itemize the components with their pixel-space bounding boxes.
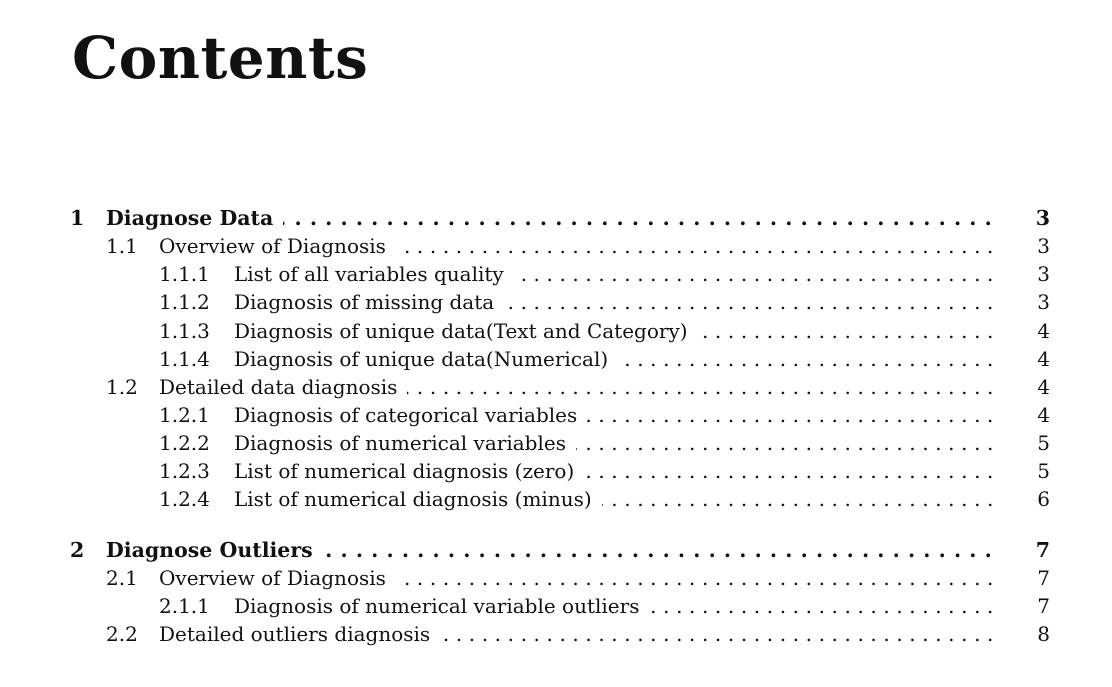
- toc-entry-section-1-2[interactable]: 1.2 Detailed data diagnosis ............…: [0, 374, 1112, 400]
- toc-entry-number: 2.1.1: [159, 594, 210, 618]
- toc-entry-title: Diagnosis of unique data(Numerical): [234, 346, 613, 372]
- toc-entry-number: 1.1.2: [159, 290, 210, 314]
- toc-entry-page: 4: [1037, 403, 1050, 427]
- toc-entry-section-1-1[interactable]: 1.1 Overview of Diagnosis ..............…: [0, 233, 1112, 259]
- page-title: Contents: [72, 24, 369, 92]
- toc-entry-page: 3: [1037, 262, 1050, 286]
- toc-entry-section-2-2[interactable]: 2.2 Detailed outliers diagnosis ........…: [0, 621, 1112, 647]
- toc-entry-number: 1.2.1: [159, 403, 210, 427]
- toc-entry-number: 1: [70, 206, 85, 230]
- toc-entry-title: Detailed data diagnosis: [159, 374, 402, 400]
- toc-entry-number: 1.2.2: [159, 431, 210, 455]
- toc-entry-subsection-1-1-4[interactable]: 1.1.4 Diagnosis of unique data(Numerical…: [0, 346, 1112, 372]
- toc-entry-title: List of numerical diagnosis (minus): [234, 486, 596, 512]
- toc-entry-title: Diagnose Data: [106, 205, 278, 231]
- toc-entry-title: Diagnosis of categorical variables: [234, 402, 582, 428]
- toc-entry-page: 4: [1037, 375, 1050, 399]
- toc-entry-page: 4: [1037, 319, 1050, 343]
- toc-entry-title: Diagnosis of numerical variable outliers: [234, 593, 644, 619]
- toc-entry-page: 4: [1037, 347, 1050, 371]
- dot-leader: ........................................…: [587, 403, 1000, 427]
- dot-leader: ........................................…: [584, 459, 1000, 483]
- toc-entry-page: 7: [1037, 594, 1050, 618]
- toc-entry-title: Overview of Diagnosis: [159, 565, 390, 591]
- toc-entry-number: 2.1: [106, 566, 138, 590]
- toc-entry-page: 3: [1037, 290, 1050, 314]
- toc-entry-number: 1.1: [106, 234, 138, 258]
- toc-entry-chapter-2[interactable]: 2 Diagnose Outliers ....................…: [0, 537, 1112, 563]
- toc-entry-page: 3: [1037, 234, 1050, 258]
- toc-entry-title: List of numerical diagnosis (zero): [234, 458, 579, 484]
- dot-leader: ........................................…: [407, 375, 1000, 399]
- toc-entry-title: Diagnosis of numerical variables: [234, 430, 570, 456]
- toc-entry-number: 2: [70, 538, 85, 562]
- toc-entry-subsection-1-2-2[interactable]: 1.2.2 Diagnosis of numerical variables .…: [0, 430, 1112, 456]
- toc-entry-title: Detailed outliers diagnosis: [159, 621, 435, 647]
- toc-entry-number: 1.2.3: [159, 459, 210, 483]
- toc-entry-subsection-1-2-4[interactable]: 1.2.4 List of numerical diagnosis (minus…: [0, 486, 1112, 512]
- toc-entry-page: 8: [1037, 622, 1050, 646]
- dot-leader: ........................................…: [649, 594, 1000, 618]
- toc-entry-subsection-1-2-1[interactable]: 1.2.1 Diagnosis of categorical variables…: [0, 402, 1112, 428]
- dot-leader: ........................................…: [618, 347, 1000, 371]
- toc-entry-number: 1.2: [106, 375, 138, 399]
- toc-entry-page: 3: [1035, 206, 1050, 230]
- dot-leader: ........................................…: [283, 206, 1000, 230]
- dot-leader: ........................................…: [576, 431, 1000, 455]
- toc-entry-subsection-1-1-2[interactable]: 1.1.2 Diagnosis of missing data ........…: [0, 289, 1112, 315]
- toc-entry-subsection-2-1-1[interactable]: 2.1.1 Diagnosis of numerical variable ou…: [0, 593, 1112, 619]
- toc-entry-number: 1.1.1: [159, 262, 210, 286]
- dot-leader: ........................................…: [396, 566, 1000, 590]
- toc-entry-subsection-1-1-1[interactable]: 1.1.1 List of all variables quality ....…: [0, 261, 1112, 287]
- toc-entry-chapter-1[interactable]: 1 Diagnose Data ........................…: [0, 205, 1112, 231]
- dot-leader: ........................................…: [698, 319, 1000, 343]
- dot-leader: ........................................…: [440, 622, 1000, 646]
- toc-entry-subsection-1-1-3[interactable]: 1.1.3 Diagnosis of unique data(Text and …: [0, 318, 1112, 344]
- toc-entry-title: Overview of Diagnosis: [159, 233, 390, 259]
- toc-entry-subsection-1-2-3[interactable]: 1.2.3 List of numerical diagnosis (zero)…: [0, 458, 1112, 484]
- toc-entry-number: 2.2: [106, 622, 138, 646]
- toc-entry-page: 7: [1035, 538, 1050, 562]
- dot-leader: ........................................…: [323, 538, 1000, 562]
- dot-leader: ........................................…: [514, 262, 1000, 286]
- dot-leader: ........................................…: [396, 234, 1000, 258]
- toc-entry-number: 1.1.3: [159, 319, 210, 343]
- toc-entry-page: 5: [1037, 459, 1050, 483]
- toc-entry-number: 1.1.4: [159, 347, 210, 371]
- toc-entry-section-2-1[interactable]: 2.1 Overview of Diagnosis ..............…: [0, 565, 1112, 591]
- toc-entry-title: List of all variables quality: [234, 261, 508, 287]
- toc-entry-title: Diagnosis of unique data(Text and Catego…: [234, 318, 692, 344]
- dot-leader: ........................................…: [602, 487, 1000, 511]
- toc-entry-page: 5: [1037, 431, 1050, 455]
- dot-leader: ........................................…: [504, 290, 1000, 314]
- toc-entry-page: 7: [1037, 566, 1050, 590]
- toc-entry-page: 6: [1037, 487, 1050, 511]
- toc-entry-title: Diagnose Outliers: [106, 537, 317, 563]
- toc-entry-title: Diagnosis of missing data: [234, 289, 499, 315]
- toc-entry-number: 1.2.4: [159, 487, 210, 511]
